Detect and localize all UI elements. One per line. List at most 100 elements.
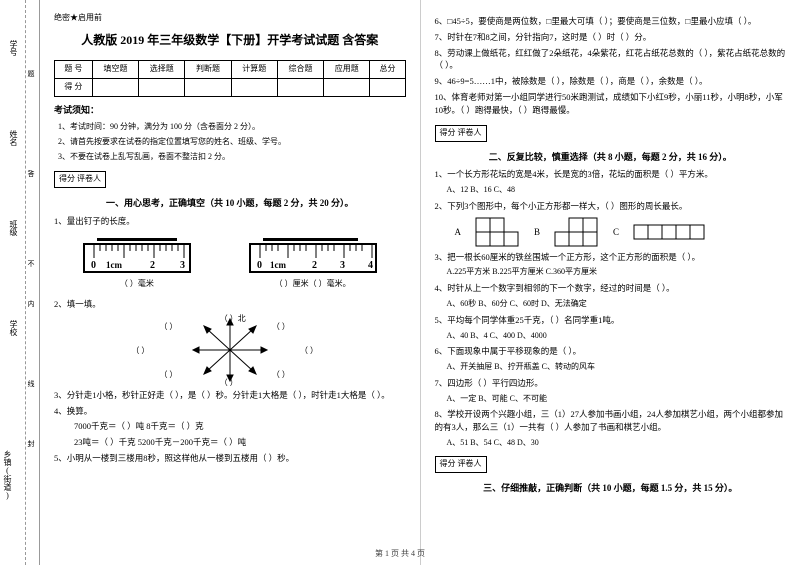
seal-mark-2: 答 (26, 170, 36, 177)
side-label-xuehao: 学号 (8, 40, 19, 56)
ruler-svg-1: 0 1cm 2 3 (82, 234, 192, 276)
td[interactable] (277, 78, 323, 96)
compass-sw: （ ） (159, 369, 177, 382)
svg-text:2: 2 (312, 260, 317, 271)
td[interactable] (370, 78, 405, 96)
q7: 7、时针在7和8之间，分针指向7，这时是（ ）时（ ）分。 (435, 31, 787, 44)
q6: 6、□45÷5，要使商是两位数，□里最大可填（ ）；要使商是三位数，□里最小应填… (435, 15, 787, 28)
s2q1: 1、一个长方形花坛的宽是4米，长是宽的3倍，花坛的面积是（ ）平方米。 (435, 168, 787, 181)
side-label-school: 学校 (8, 320, 19, 336)
right-column: 6、□45÷5，要使商是两位数，□里最大可填（ ）；要使商是三位数，□里最小应填… (421, 0, 800, 565)
page-container: 学号 姓名 班级 学校 乡镇(街道) 题 答 不 内 线 封 绝密★启用前 人教… (0, 0, 800, 565)
s2q8: 8、学校开设两个兴趣小组，三（1）27人参加书画小组，24人参加棋艺小组，两个小… (435, 408, 787, 434)
page-footer: 第 1 页 共 4 页 (0, 548, 800, 559)
s2q4: 4、时针从上一个数字到相邻的下一个数字，经过的时间是（ ）。 (435, 282, 787, 295)
compass-se: （ ） (272, 369, 290, 382)
q4: 4、换算。 (54, 405, 406, 418)
q10: 10、体育老师对第一小组同学进行50米跑测试，成绩如下小红9秒，小丽11秒，小明… (435, 91, 787, 117)
ruler1-label: （ ）毫米 (82, 278, 192, 291)
exam-title: 人教版 2019 年三年级数学【下册】开学考试试题 含答案 (54, 31, 406, 50)
svg-text:3: 3 (180, 260, 185, 271)
side-label-class: 班级 (8, 220, 19, 236)
binding-margin: 学号 姓名 班级 学校 乡镇(街道) 题 答 不 内 线 封 (0, 0, 40, 565)
s2q3opts: A.225平方米 B.225平方厘米 C.360平方厘米 (447, 266, 787, 279)
compass-ne: （ ） (272, 321, 290, 334)
th: 选择题 (139, 60, 185, 78)
q1: 1、量出钉子的长度。 (54, 215, 406, 228)
section2-title: 二、反复比较，慎重选择（共 8 小题，每题 2 分，共 16 分）。 (435, 150, 787, 164)
shape-c (633, 224, 705, 240)
th: 应用题 (324, 60, 370, 78)
td[interactable] (231, 78, 277, 96)
td[interactable] (185, 78, 231, 96)
ruler-svg-2: 0 1cm 2 3 4 (248, 234, 378, 276)
shape-label-a: A (455, 225, 462, 239)
shape-label-b: B (534, 225, 540, 239)
compass-diagram: （ ）北 （ ） （ ） （ ） （ ） （ ） （ ） （ ） (54, 315, 406, 385)
compass-s: （ ） (220, 377, 238, 390)
score-box: 得分 评卷人 (54, 171, 106, 188)
svg-text:1cm: 1cm (106, 260, 122, 270)
table-row: 得 分 (55, 78, 406, 96)
ruler-2: 0 1cm 2 3 4 （ ）厘米（ ）毫米。 (248, 234, 378, 291)
svg-text:1cm: 1cm (270, 260, 286, 270)
compass-e: （ ） (300, 345, 318, 358)
shape-label-c: C (613, 225, 619, 239)
side-label-town: 乡镇(街道) (2, 450, 13, 500)
svg-text:4: 4 (368, 260, 373, 271)
seal-mark-6: 封 (26, 440, 36, 447)
rulers: 0 1cm 2 3 （ ）毫米 0 1cm 2 3 4 (54, 230, 406, 295)
shape-a (475, 217, 520, 247)
q4a: 7000千克＝（ ）吨 8千克＝（ ）克 (54, 420, 406, 433)
seal-mark-3: 不 (26, 260, 36, 267)
s2q6opts: A、开关抽屉 B、拧开瓶盖 C、转动的风车 (447, 361, 787, 374)
q5: 5、小明从一楼到三楼用8秒，照这样他从一楼到五楼用（ ）秒。 (54, 452, 406, 465)
dashed-fold-line (25, 0, 26, 565)
score-table: 题 号 填空题 选择题 判断题 计算题 综合题 应用题 总分 得 分 (54, 60, 406, 97)
svg-text:0: 0 (91, 260, 96, 271)
s2q1opts: A、12 B、16 C、48 (447, 184, 787, 197)
th: 填空题 (92, 60, 138, 78)
s2q6: 6、下面现象中属于平移现象的是（ ）。 (435, 345, 787, 358)
compass-w: （ ） (131, 345, 149, 358)
compass-nw: （ ） (159, 321, 177, 334)
seal-mark-4: 内 (26, 300, 36, 307)
td[interactable] (324, 78, 370, 96)
seal-mark-5: 线 (26, 380, 36, 387)
left-column: 绝密★启用前 人教版 2019 年三年级数学【下册】开学考试试题 含答案 题 号… (40, 0, 421, 565)
td[interactable] (139, 78, 185, 96)
q8: 8、劳动课上做纸花，红红做了2朵纸花，4朵紫花，红花占纸花总数的（ ），紫花占纸… (435, 47, 787, 73)
ruler-1: 0 1cm 2 3 （ ）毫米 (82, 234, 192, 291)
shape-b (554, 217, 599, 247)
score-box-2: 得分 评卷人 (435, 125, 487, 142)
q9: 9、46÷9=5……1中，被除数是（ ），除数是（ ），商是（ ），余数是（ ）… (435, 75, 787, 88)
section3-title: 三、仔细推敲，正确判断（共 10 小题，每题 1.5 分，共 15 分）。 (435, 481, 787, 495)
notice-head: 考试须知： (54, 103, 406, 117)
secret-label: 绝密★启用前 (54, 12, 406, 25)
svg-text:3: 3 (340, 260, 345, 271)
q4b: 23吨＝（ ）千克 5200千克－200千克＝（ ）吨 (54, 436, 406, 449)
ruler2-label: （ ）厘米（ ）毫米。 (248, 278, 378, 291)
th: 综合题 (277, 60, 323, 78)
columns: 绝密★启用前 人教版 2019 年三年级数学【下册】开学考试试题 含答案 题 号… (40, 0, 800, 565)
s2q8opts: A、51 B、54 C、48 D、30 (447, 437, 787, 450)
s2q3: 3、把一根长60厘米的铁丝围城一个正方形，这个正方形的面积是（ ）。 (435, 251, 787, 264)
rule-2: 2、请首先按要求在试卷的指定位置填写您的姓名、班级、学号。 (54, 136, 406, 149)
s2q7: 7、四边形（ ）平行四边形。 (435, 377, 787, 390)
table-row: 题 号 填空题 选择题 判断题 计算题 综合题 应用题 总分 (55, 60, 406, 78)
s2q5: 5、平均每个同学体重25千克，（ ）名同学重1吨。 (435, 314, 787, 327)
section1-title: 一、用心思考，正确填空（共 10 小题，每题 2 分，共 20 分）。 (54, 196, 406, 210)
shape-options: A B C (435, 217, 787, 247)
s2q7opts: A、一定 B、可能 C、不可能 (447, 393, 787, 406)
svg-text:0: 0 (257, 260, 262, 271)
td: 得 分 (55, 78, 93, 96)
compass-north: （ ）北 (220, 313, 246, 326)
q3: 3、分针走1小格，秒针正好走（ ），是（ ）秒。分针走1大格是（ ），时针走1大… (54, 389, 406, 402)
td[interactable] (92, 78, 138, 96)
score-box-3: 得分 评卷人 (435, 456, 487, 473)
q2: 2、填一填。 (54, 298, 406, 311)
th: 题 号 (55, 60, 93, 78)
rule-1: 1、考试时间：90 分钟，满分为 100 分（含卷面分 2 分）。 (54, 121, 406, 134)
th: 判断题 (185, 60, 231, 78)
seal-mark-1: 题 (26, 70, 36, 77)
